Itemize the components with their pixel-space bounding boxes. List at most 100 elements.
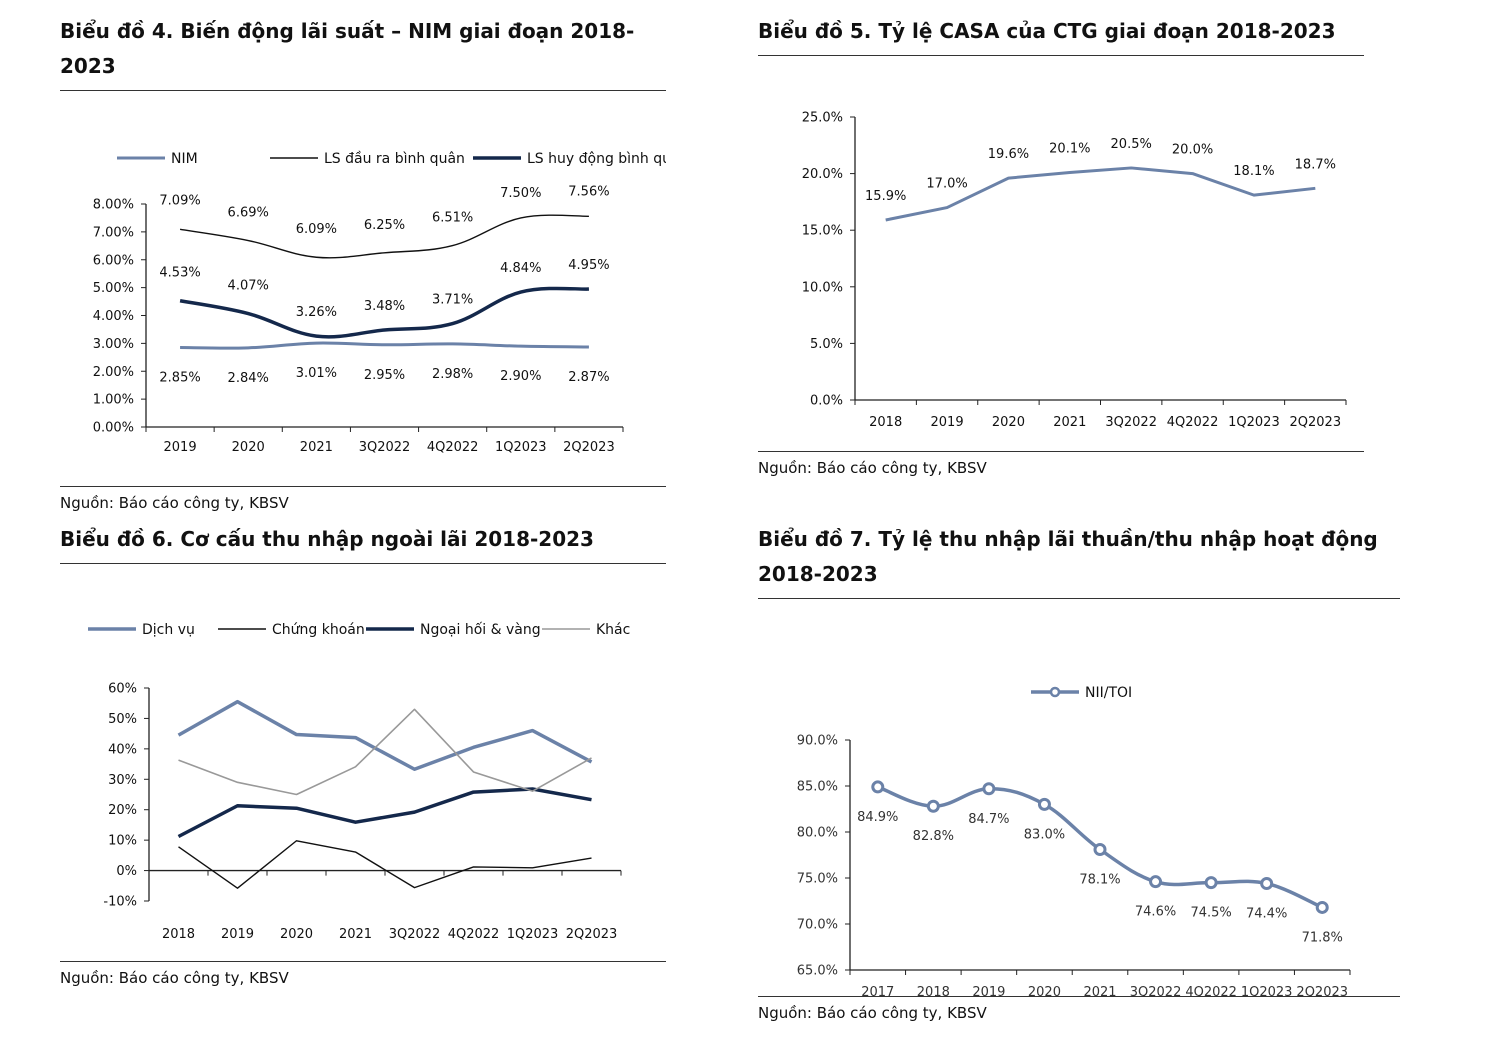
data-label: 2.90% <box>500 369 541 384</box>
data-label: 82.8% <box>913 829 954 844</box>
y-tick-label: 7.00% <box>93 225 134 240</box>
x-tick-label: 2019 <box>972 985 1005 996</box>
data-label: 6.51% <box>432 211 473 226</box>
chart-source: Nguồn: Báo cáo công ty, KBSV <box>758 459 987 477</box>
data-label: 18.1% <box>1233 164 1274 179</box>
chart-source: Nguồn: Báo cáo công ty, KBSV <box>60 494 289 512</box>
legend-label: LS huy động bình quân <box>527 151 666 167</box>
legend-label: Chứng khoán <box>272 622 365 638</box>
data-label: 6.09% <box>296 222 337 237</box>
y-tick-label: 10.0% <box>802 280 843 295</box>
x-tick-label: 2017 <box>861 985 894 996</box>
x-tick-label: 2021 <box>300 440 333 455</box>
x-tick-label: 3Q2022 <box>1105 415 1157 430</box>
data-label: 15.9% <box>865 189 906 204</box>
data-label: 6.69% <box>228 206 269 221</box>
y-tick-label: 40% <box>108 742 137 757</box>
data-label: 2.84% <box>228 371 269 386</box>
chart-source: Nguồn: Báo cáo công ty, KBSV <box>758 1004 987 1022</box>
chart-panel-nii-toi: Biểu đồ 7. Tỷ lệ thu nhập lãi thuần/thu … <box>758 522 1400 1023</box>
x-tick-label: 2020 <box>1028 985 1061 996</box>
data-point <box>1315 900 1329 914</box>
data-label: 74.6% <box>1135 905 1176 920</box>
x-tick-label: 2Q2023 <box>1296 985 1348 996</box>
legend-label: NII/TOI <box>1085 685 1132 701</box>
data-label: 20.5% <box>1111 137 1152 152</box>
data-point <box>1093 842 1107 856</box>
data-label: 3.48% <box>364 299 405 314</box>
x-tick-label: 3Q2022 <box>1130 985 1182 996</box>
x-tick-label: 2021 <box>1083 985 1116 996</box>
data-label: 2.98% <box>432 367 473 382</box>
chart-area: 0.0% 5.0% 10.0% 15.0% 20.0% 25.0% 2018 2019 2020… <box>758 56 1364 452</box>
legend-label: Khác <box>596 622 630 638</box>
x-tick-label: 2020 <box>280 927 313 942</box>
data-label: 2.87% <box>568 370 609 385</box>
data-label: 3.26% <box>296 305 337 320</box>
y-tick-label: 5.00% <box>93 281 134 296</box>
data-label: 7.09% <box>159 193 200 208</box>
data-label: 71.8% <box>1302 930 1343 945</box>
y-tick-label: 75.0% <box>797 872 838 887</box>
chart-title: Biểu đồ 6. Cơ cấu thu nhập ngoài lãi 201… <box>60 522 666 564</box>
nii-toi-chart: 65.0% 70.0% 75.0% 80.0% 85.0% 90.0% 2017 2018 20… <box>797 685 1351 1000</box>
y-tick-label: 25.0% <box>802 111 843 126</box>
data-label: 3.71% <box>432 293 473 308</box>
data-point <box>871 780 885 794</box>
x-tick-label: 2019 <box>221 927 254 942</box>
data-point <box>1260 877 1274 891</box>
data-point <box>926 799 940 813</box>
x-tick-label: 4Q2022 <box>448 927 500 942</box>
chart-source: Nguồn: Báo cáo công ty, KBSV <box>60 969 289 987</box>
y-tick-label: 0.00% <box>93 421 134 436</box>
data-label: 3.01% <box>296 366 337 381</box>
x-tick-label: 4Q2022 <box>1167 415 1219 430</box>
x-tick-label: 2018 <box>162 927 195 942</box>
y-tick-label: 6.00% <box>93 253 134 268</box>
y-tick-label: 1.00% <box>93 393 134 408</box>
chart-area: -10% 0% 10% 20% 30% 40% 50% 60% 2018 2019 2020 2021… <box>60 564 666 962</box>
y-tick-label: 90.0% <box>797 734 838 749</box>
chart-panel-casa: Biểu đồ 5. Tỷ lệ CASA của CTG giai đoạn … <box>758 14 1364 478</box>
y-tick-label: 10% <box>108 834 137 849</box>
y-tick-label: 8.00% <box>93 198 134 213</box>
y-tick-label: 4.00% <box>93 309 134 324</box>
y-tick-label: 50% <box>108 712 137 727</box>
y-tick-label: 15.0% <box>802 224 843 239</box>
chart-title: Biểu đồ 4. Biến động lãi suất – NIM giai… <box>60 14 666 91</box>
series-line <box>885 166 1316 222</box>
x-tick-label: 2021 <box>1053 415 1086 430</box>
data-label: 74.5% <box>1190 906 1231 921</box>
y-tick-label: 70.0% <box>797 918 838 933</box>
data-label: 17.0% <box>926 177 967 192</box>
x-tick-label: 2020 <box>232 440 265 455</box>
non-interest-chart: -10% 0% 10% 20% 30% 40% 50% 60% 2018 2019 2020 2021… <box>88 621 630 942</box>
series-line <box>179 286 590 339</box>
series-line <box>178 840 592 889</box>
data-point <box>1204 876 1218 890</box>
casa-chart: 0.0% 5.0% 10.0% 15.0% 20.0% 25.0% 2018 2019 2020… <box>802 111 1347 430</box>
x-tick-label: 2018 <box>869 415 902 430</box>
x-tick-label: 2019 <box>164 440 197 455</box>
y-tick-label: 65.0% <box>797 964 838 979</box>
x-tick-label: 4Q2022 <box>427 440 479 455</box>
chart-panel-nim: Biểu đồ 4. Biến động lãi suất – NIM giai… <box>60 14 688 513</box>
legend-label: NIM <box>171 151 198 167</box>
data-label: 78.1% <box>1079 872 1120 887</box>
legend-marker <box>1049 686 1061 698</box>
data-label: 18.7% <box>1295 157 1336 172</box>
legend-label: Dịch vụ <box>142 622 195 638</box>
data-label: 2.95% <box>364 368 405 383</box>
chart-area: 0.00% 1.00% 2.00% 3.00% 4.00% 5.00% 6.00% 7.00%… <box>60 91 688 487</box>
legend-label: LS đầu ra bình quân <box>324 151 465 167</box>
data-label: 74.4% <box>1246 907 1287 922</box>
data-label: 84.9% <box>857 810 898 825</box>
x-tick-label: 2020 <box>992 415 1025 430</box>
x-tick-label: 4Q2022 <box>1185 985 1237 996</box>
y-tick-label: 30% <box>108 773 137 788</box>
x-tick-label: 1Q2023 <box>507 927 559 942</box>
x-tick-label: 1Q2023 <box>495 440 547 455</box>
data-label: 20.1% <box>1049 141 1090 156</box>
series-line <box>177 699 593 771</box>
series-line <box>179 214 589 259</box>
